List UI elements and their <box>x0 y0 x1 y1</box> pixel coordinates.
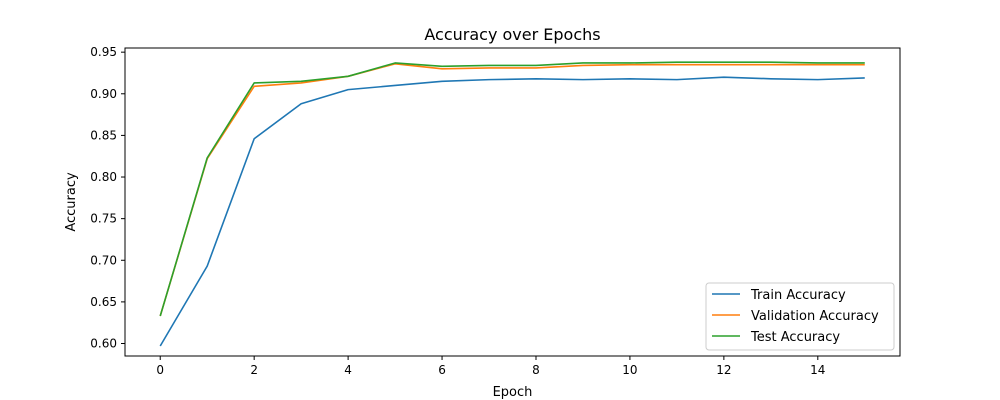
series-lines <box>159 61 865 347</box>
y-tick-label: 0.70 <box>90 253 117 267</box>
y-axis-label: Accuracy <box>64 172 79 232</box>
x-axis: 0 2 4 6 8 10 12 14 <box>156 356 825 377</box>
plot-frame <box>124 47 901 357</box>
y-tick-label: 0.75 <box>90 212 117 226</box>
series-line-1 <box>159 63 865 317</box>
x-axis-label: Epoch <box>493 385 533 400</box>
y-tick-label: 0.85 <box>90 128 117 142</box>
x-tick-label: 8 <box>532 363 540 377</box>
y-tick-label: 0.60 <box>90 337 117 351</box>
legend-label-0: Train Accuracy <box>750 288 846 303</box>
legend: Train Accuracy Validation Accuracy Test Ac… <box>705 282 895 351</box>
y-tick-label: 0.65 <box>90 295 117 309</box>
x-tick-label: 10 <box>622 363 637 377</box>
x-tick-label: 6 <box>438 363 446 377</box>
x-tick-label: 14 <box>810 363 825 377</box>
x-tick-label: 2 <box>250 363 258 377</box>
series-line-2 <box>159 61 865 317</box>
series-line-0 <box>159 76 865 347</box>
x-tick-label: 12 <box>716 363 731 377</box>
legend-label-1: Validation Accuracy <box>751 309 879 324</box>
x-tick-label: 0 <box>156 363 164 377</box>
y-axis: 0.60 0.65 0.70 0.75 0.80 0.85 0.90 0.95 <box>90 45 125 351</box>
x-tick-label: 4 <box>344 363 352 377</box>
legend-label-2: Test Accuracy <box>750 330 840 345</box>
y-tick-label: 0.80 <box>90 170 117 184</box>
chart-title: Accuracy over Epochs <box>424 25 600 44</box>
legend-box <box>705 282 895 351</box>
y-tick-label: 0.95 <box>90 45 117 59</box>
y-tick-label: 0.90 <box>90 87 117 101</box>
